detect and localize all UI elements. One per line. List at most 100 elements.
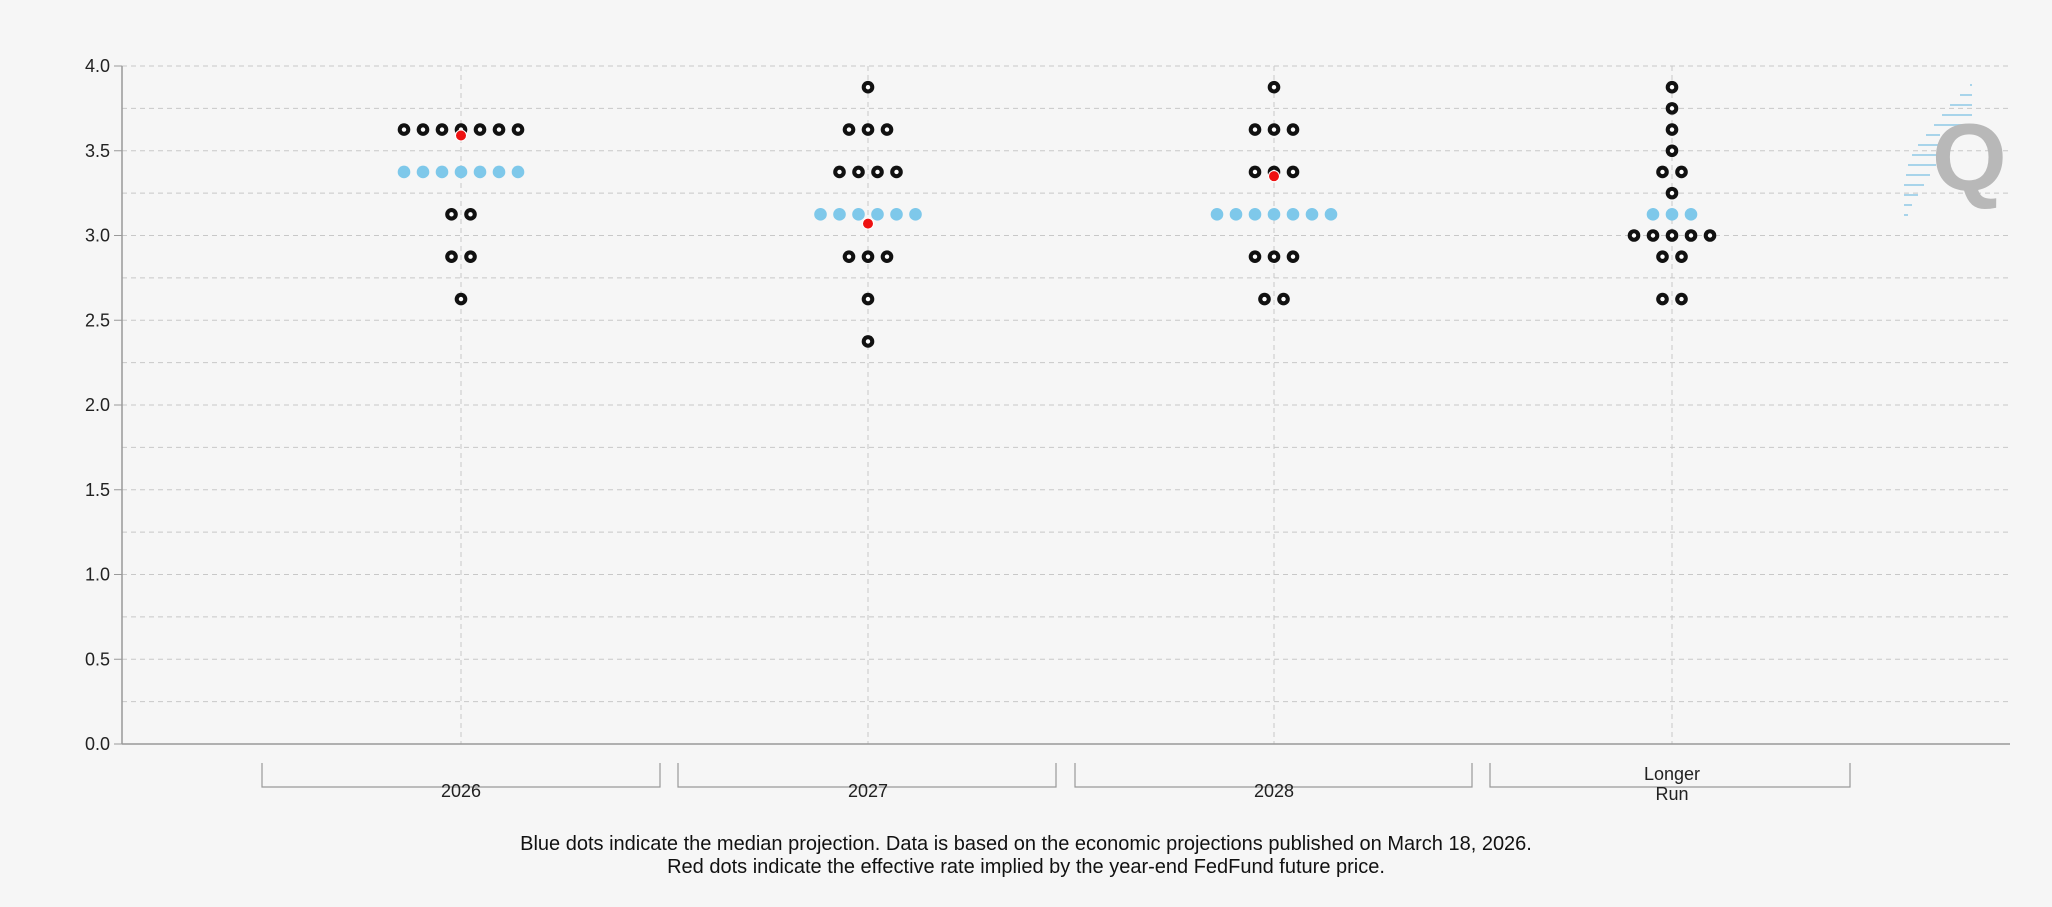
dot-highlight (865, 339, 871, 344)
watermark-stripes (1904, 84, 1972, 216)
y-tick-label: 2.0 (85, 395, 110, 415)
dot-highlight (1669, 84, 1675, 90)
y-tick-label: 4.0 (85, 56, 110, 76)
dot-highlight (1660, 254, 1665, 259)
dot-highlight (856, 169, 861, 175)
dot-highlight (865, 296, 871, 302)
y-axis-ticks: 0.0 0.5 1.0 1.5 2.0 2.5 3.0 3.5 4.0 (85, 56, 122, 754)
dot-highlight (439, 127, 445, 132)
dot-highlight (1252, 169, 1258, 175)
dot-highlight (1669, 233, 1675, 238)
dot-highlight (846, 254, 852, 259)
dot-highlight (1290, 254, 1296, 259)
dot-highlight (884, 254, 890, 259)
median-dot (1286, 208, 1300, 221)
median-dot (909, 208, 922, 221)
dot-highlight (1252, 254, 1258, 259)
dot-highlight (1271, 84, 1277, 90)
dot-highlight (468, 212, 473, 217)
dot-highlight (865, 254, 871, 259)
caption-median-note: Blue dots indicate the median projection… (520, 833, 1532, 855)
dot-highlight (468, 254, 473, 259)
median-dot (890, 208, 903, 221)
y-tick-label: 0.0 (85, 734, 110, 754)
category-label: 2027 (848, 781, 888, 801)
median-dot (1248, 208, 1262, 221)
dot-highlight (1650, 233, 1656, 238)
dot-highlight (846, 127, 852, 132)
dot-highlight (1660, 169, 1665, 175)
median-dot (814, 208, 827, 221)
dot-highlight (1679, 169, 1684, 175)
median-dot (1684, 208, 1698, 221)
median-dot (454, 165, 468, 179)
median-dot (1324, 208, 1338, 221)
dot-highlight (1707, 233, 1713, 238)
implied-rate-dot (862, 217, 874, 230)
median-dot (852, 208, 865, 221)
implied-rate-dot (455, 129, 467, 142)
watermark-logo: Q (1904, 84, 2007, 216)
dot-highlight (458, 296, 464, 302)
median-dot (1665, 208, 1679, 221)
dot-highlight (1679, 296, 1684, 302)
category-label: Run (1655, 784, 1688, 804)
category-label: 2028 (1254, 781, 1294, 801)
y-tick-label: 0.5 (85, 649, 110, 669)
median-dot (1305, 208, 1319, 221)
dot-highlight (1669, 148, 1675, 153)
dot-highlight (1262, 296, 1267, 302)
category-bracket (1074, 763, 1473, 788)
dot-highlight (865, 127, 871, 132)
dot-highlight (1271, 127, 1277, 132)
dot-highlight (875, 169, 880, 175)
dot-highlight (1688, 233, 1694, 238)
dot-highlight (837, 169, 842, 175)
dot-highlight (515, 127, 521, 132)
dot-highlight (1631, 233, 1637, 238)
dot-highlight (1669, 127, 1675, 132)
category-bracket (1489, 763, 1851, 788)
y-tick-label: 1.5 (85, 480, 110, 500)
median-dot (1267, 208, 1281, 221)
category-label: 2026 (441, 781, 481, 801)
dot-highlight (1679, 254, 1684, 259)
dot-highlight (1271, 254, 1277, 259)
dot-highlight (1669, 190, 1675, 196)
median-dot (1646, 208, 1660, 221)
dot-highlight (1252, 127, 1258, 132)
dot-highlight (449, 254, 454, 259)
median-dot (511, 165, 525, 179)
dot-highlight (884, 127, 890, 132)
median-dot (1229, 208, 1243, 221)
dot-highlight (865, 84, 871, 90)
median-dot (833, 208, 846, 221)
implied-rate-dot (1268, 170, 1280, 183)
dot-highlight (1290, 127, 1296, 132)
y-tick-label: 3.5 (85, 141, 110, 161)
y-tick-label: 3.0 (85, 226, 110, 246)
watermark-letter: Q (1932, 104, 2007, 211)
chart-caption: Blue dots indicate the median projection… (0, 833, 2052, 879)
category-label: Longer (1644, 764, 1700, 784)
y-tick-label: 2.5 (85, 310, 110, 330)
median-dot (473, 165, 487, 179)
caption-implied-note: Red dots indicate the effective rate imp… (667, 856, 1385, 878)
median-dot (435, 165, 449, 179)
dot-highlight (420, 127, 426, 132)
dot-highlight (1290, 169, 1296, 175)
dot-highlight (496, 127, 502, 132)
median-dot (397, 165, 411, 179)
median-dot (1210, 208, 1224, 221)
category-bracket (261, 763, 661, 788)
y-tick-label: 1.0 (85, 565, 110, 585)
dot-highlight (894, 169, 899, 175)
category-bracket (677, 763, 1057, 788)
dot-highlight (449, 212, 454, 217)
median-dot (416, 165, 430, 179)
dot-highlight (1669, 106, 1675, 111)
dot-highlight (477, 127, 483, 132)
dots-layer (397, 80, 1717, 348)
